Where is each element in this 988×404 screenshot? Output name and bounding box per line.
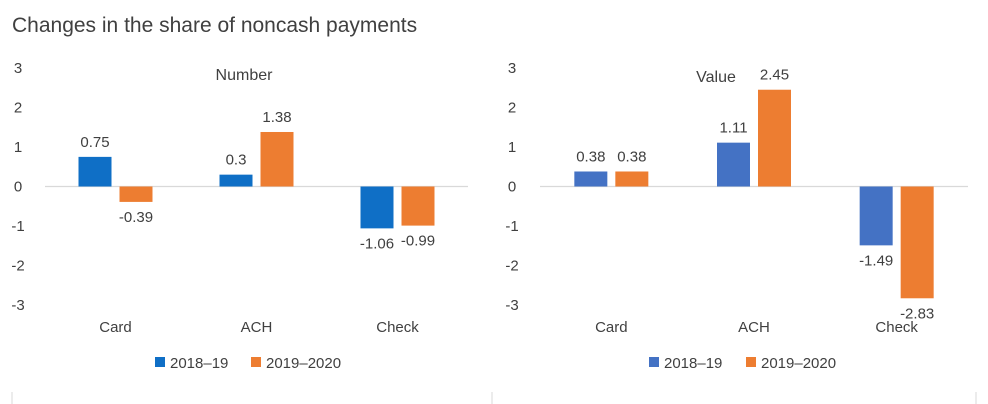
bar-ach-series-0 (219, 174, 253, 187)
category-label: Check (376, 319, 419, 336)
legend-label: 2018–19 (170, 355, 228, 372)
data-label: 0.38 (576, 148, 605, 165)
data-label: 2.45 (760, 67, 789, 84)
data-label: 1.38 (262, 109, 291, 126)
legend-label: 2018–19 (664, 355, 722, 372)
bar-card-series-1 (615, 171, 649, 187)
bar-card-series-1 (119, 186, 153, 202)
legend-swatch-2018 (649, 357, 659, 367)
y-tick-label: -3 (11, 297, 24, 314)
bar-check-series-1 (401, 186, 435, 226)
y-tick-label: -2 (11, 258, 24, 275)
y-tick-label: 1 (14, 139, 22, 156)
data-label: -0.99 (401, 233, 435, 250)
data-label: 0.38 (617, 148, 646, 165)
panel-title-1: Value (696, 69, 736, 86)
data-label: 1.11 (719, 120, 747, 137)
legend-swatch-2019 (251, 357, 261, 367)
bar-check-series-0 (360, 186, 394, 229)
data-label: 0.3 (226, 152, 247, 169)
bar-card-series-0 (574, 171, 608, 187)
y-tick-label: 2 (14, 100, 22, 117)
panel-title-0: Number (216, 67, 274, 84)
y-tick-label: 1 (508, 139, 516, 156)
y-tick-label: -1 (505, 218, 518, 235)
y-tick-label: -2 (505, 258, 518, 275)
y-tick-label: 3 (14, 60, 22, 77)
legend-swatch-2018 (155, 357, 165, 367)
data-label: -1.49 (859, 252, 893, 269)
legend-swatch-2019 (746, 357, 756, 367)
bar-ach-series-1 (260, 131, 294, 187)
y-tick-label: 0 (508, 179, 516, 196)
data-label: -2.83 (900, 305, 934, 322)
y-tick-label: -1 (11, 218, 24, 235)
page-title: Changes in the share of noncash payments (12, 14, 418, 37)
bar-check-series-1 (900, 186, 934, 299)
legend-label: 2019–2020 (266, 355, 341, 372)
data-label: 0.75 (80, 134, 109, 151)
y-tick-label: 2 (508, 100, 516, 117)
legend-label: 2019–2020 (761, 355, 836, 372)
y-tick-label: -3 (505, 297, 518, 314)
category-label: ACH (241, 319, 273, 336)
bar-ach-series-0 (717, 142, 750, 187)
data-label: -0.39 (119, 209, 153, 226)
y-tick-label: 3 (508, 60, 516, 77)
data-label: -1.06 (360, 235, 394, 252)
bar-ach-series-1 (758, 89, 791, 187)
bar-card-series-0 (78, 156, 112, 187)
category-label: ACH (738, 319, 770, 336)
y-tick-label: 0 (14, 179, 22, 196)
category-label: Check (875, 319, 918, 336)
category-label: Card (99, 319, 132, 336)
bar-check-series-0 (859, 186, 893, 246)
category-label: Card (595, 319, 628, 336)
